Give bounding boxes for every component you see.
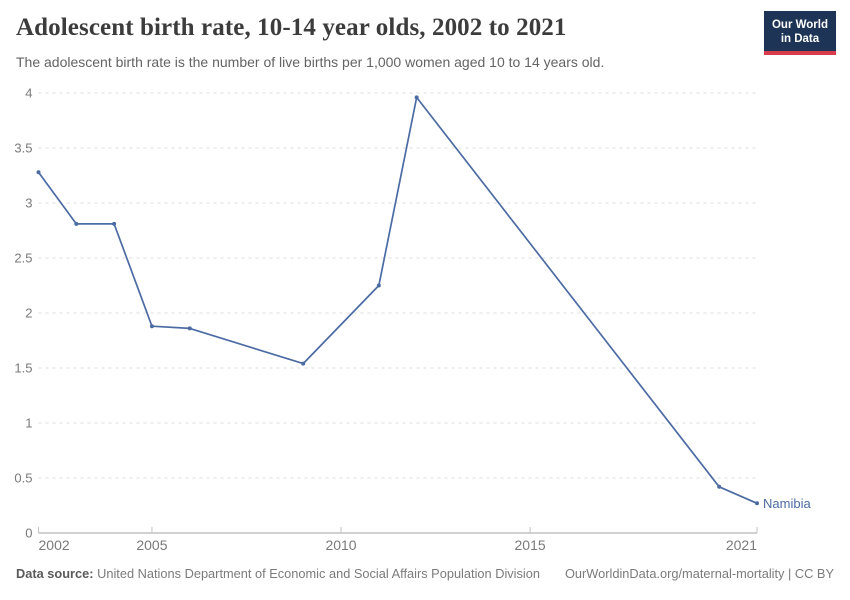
x-axis-tick-label: 2021 [726, 537, 757, 553]
x-axis-tick-label: 2010 [325, 537, 356, 553]
x-axis-tick-label: 2002 [39, 537, 70, 553]
y-axis-tick-label: 3 [25, 196, 32, 211]
credit-link[interactable]: OurWorldinData.org/maternal-mortality | … [564, 566, 834, 581]
data-line-namibia[interactable] [37, 96, 758, 505]
data-point[interactable] [717, 484, 722, 489]
data-source: Data source: United Nations Department o… [16, 566, 540, 581]
data-point[interactable] [414, 95, 419, 100]
owid-logo: Our World in Data [763, 11, 836, 56]
data-point[interactable] [36, 170, 41, 175]
y-axis-tick-label: 0.5 [14, 471, 32, 486]
data-point[interactable] [755, 501, 759, 506]
data-point[interactable] [301, 361, 306, 366]
entity-label[interactable]: Namibia [763, 496, 811, 511]
y-axis-tick-label: 2 [25, 306, 32, 321]
y-axis-tick-label: 1 [25, 416, 32, 431]
y-axis-tick-label: 0 [25, 526, 32, 541]
data-point[interactable] [74, 221, 79, 226]
owid-logo-line2: in Data [780, 33, 820, 46]
y-axis-tick-label: 4 [25, 86, 32, 101]
chart-footer: Data source: United Nations Department o… [16, 566, 834, 581]
data-point[interactable] [149, 324, 154, 329]
chart-title: Adolescent birth rate, 10-14 year olds, … [16, 14, 567, 41]
data-point[interactable] [376, 283, 381, 288]
y-axis-tick-label: 3.5 [14, 141, 32, 156]
data-source-value: United Nations Department of Economic an… [97, 566, 541, 581]
x-axis-tick-label: 2015 [515, 537, 546, 553]
chart-subtitle: The adolescent birth rate is the number … [16, 54, 605, 70]
y-axis-tick-label: 1.5 [14, 361, 32, 376]
x-axis-tick-label: 2005 [136, 537, 167, 553]
owid-logo-line1: Our World [771, 19, 828, 31]
data-point[interactable] [112, 221, 117, 226]
data-source-label: Data source: [16, 566, 94, 581]
data-point[interactable] [187, 326, 192, 331]
y-axis-tick-label: 2.5 [14, 251, 32, 266]
